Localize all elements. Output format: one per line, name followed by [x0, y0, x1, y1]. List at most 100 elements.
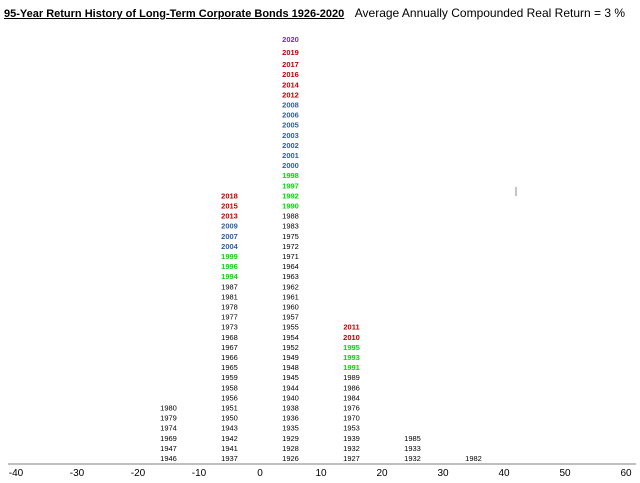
year-label: 2005: [282, 121, 299, 130]
year-label: 1970: [343, 414, 360, 423]
year-label: 2006: [282, 111, 299, 120]
x-tick-label: 0: [257, 468, 263, 479]
year-label: 1983: [282, 222, 299, 231]
year-label: 1944: [282, 383, 299, 392]
year-label: 1998: [282, 171, 299, 180]
year-label: 1979: [160, 414, 177, 423]
year-label: 1957: [282, 313, 299, 322]
year-label: 1947: [160, 444, 177, 453]
year-label: 2001: [282, 151, 299, 160]
year-label: 1935: [282, 424, 299, 433]
year-label: 1977: [221, 313, 238, 322]
year-label: 1963: [282, 272, 299, 281]
year-label: 1940: [282, 393, 299, 402]
year-label: 1991: [343, 363, 360, 372]
chart-title: 95-Year Return History of Long-Term Corp…: [4, 8, 345, 20]
year-label: 1980: [160, 404, 177, 413]
year-label: 1986: [343, 383, 360, 392]
year-label: 2019: [282, 48, 299, 57]
year-label: 2014: [282, 80, 300, 89]
year-label: 1993: [343, 353, 360, 362]
year-label: 1972: [282, 242, 299, 251]
year-label: 1967: [221, 343, 238, 352]
year-label: 1996: [221, 262, 238, 271]
year-label: 2008: [282, 101, 299, 110]
x-tick-label: 10: [315, 468, 327, 479]
year-label: 1936: [282, 414, 299, 423]
year-label: 1969: [160, 434, 177, 443]
year-label: 2012: [282, 90, 299, 99]
year-label: 1961: [282, 292, 299, 301]
x-tick-label: -30: [70, 468, 85, 479]
year-label: 1928: [282, 444, 299, 453]
year-label: 2007: [221, 232, 238, 241]
bin-column: 1982: [465, 454, 482, 463]
year-label: 2017: [282, 60, 299, 69]
year-label: 1929: [282, 434, 299, 443]
year-label: 1982: [465, 454, 482, 463]
year-label: 1973: [221, 323, 238, 332]
year-label: 1955: [282, 323, 299, 332]
year-label: 1942: [221, 434, 238, 443]
year-label: 2013: [221, 212, 238, 221]
year-label: 1937: [221, 454, 238, 463]
year-label: 1949: [282, 353, 299, 362]
year-label: 1978: [221, 303, 238, 312]
x-tick-label: -20: [131, 468, 146, 479]
chart-subtitle: Average Annually Compounded Real Return …: [354, 6, 626, 20]
year-label: 1960: [282, 303, 299, 312]
title-row: 95-Year Return History of Long-Term Corp…: [4, 4, 625, 22]
year-label: 1926: [282, 454, 299, 463]
x-tick-label: 20: [376, 468, 388, 479]
year-label: 1950: [221, 414, 238, 423]
year-label: 1932: [404, 454, 421, 463]
year-label: 1976: [343, 404, 360, 413]
x-tick-label: 60: [620, 468, 632, 479]
year-label: 1964: [282, 262, 299, 271]
year-label: 1999: [221, 252, 238, 261]
year-label: 1943: [221, 424, 238, 433]
year-label: 1932: [343, 444, 360, 453]
year-label: 1954: [282, 333, 299, 342]
year-label: 2011: [343, 323, 359, 332]
year-label: 1992: [282, 191, 299, 200]
x-axis: -40 -30 -20 -10 0 10 20 30 40 50 60: [8, 463, 636, 479]
year-label: 1948: [282, 363, 299, 372]
year-label: 1995: [343, 343, 360, 352]
year-label: 1945: [282, 373, 299, 382]
year-label: 1958: [221, 383, 238, 392]
year-label: 1927: [343, 454, 360, 463]
year-label: 1971: [282, 252, 299, 261]
year-label: 1962: [282, 282, 299, 291]
year-label: 1953: [343, 424, 360, 433]
year-label: 1968: [221, 333, 238, 342]
year-label: 2018: [221, 191, 238, 200]
year-label: 1933: [404, 444, 421, 453]
year-label: 1951: [221, 404, 238, 413]
year-label: 1966: [221, 353, 238, 362]
year-label: 1985: [404, 434, 421, 443]
year-label: 2015: [221, 202, 238, 211]
year-label: 1974: [160, 424, 177, 433]
year-label: 1946: [160, 454, 177, 463]
x-tick-label: -40: [9, 468, 24, 479]
x-tick-label: 40: [498, 468, 510, 479]
year-label: 1939: [343, 434, 360, 443]
year-label: 1952: [282, 343, 299, 352]
year-label: 1965: [221, 363, 238, 372]
year-label: 2000: [282, 161, 299, 170]
year-label: 1981: [221, 292, 238, 301]
year-label: 1997: [282, 181, 299, 190]
year-label: 1941: [221, 444, 238, 453]
year-label: 2009: [221, 222, 238, 231]
year-label: 1994: [221, 272, 239, 281]
year-label: 2016: [282, 70, 299, 79]
year-label: 1956: [221, 393, 238, 402]
